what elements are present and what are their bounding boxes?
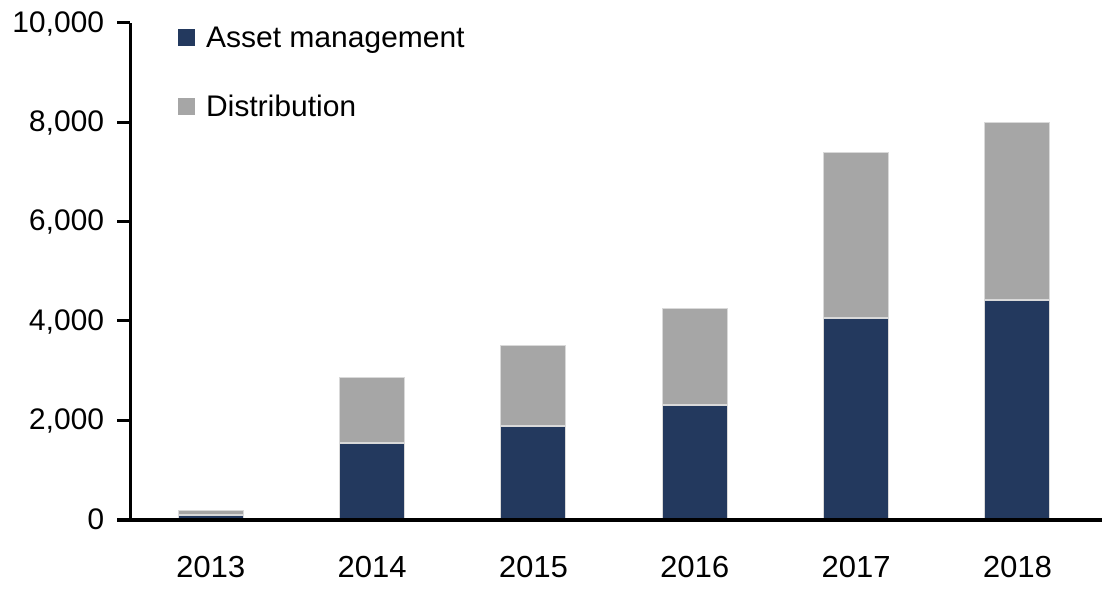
x-tick-label: 2013 bbox=[176, 549, 246, 584]
x-tick-label: 2017 bbox=[821, 549, 891, 584]
legend-swatch-distribution bbox=[178, 98, 195, 115]
legend-swatch-asset-management bbox=[178, 29, 195, 46]
x-tick-label: 2014 bbox=[337, 549, 407, 584]
y-tick-label: 4,000 bbox=[28, 303, 104, 337]
bar-segment-distribution bbox=[823, 151, 889, 319]
bar-segment-asset-management bbox=[661, 405, 728, 520]
bar-segment-asset-management bbox=[339, 443, 405, 520]
bar-segment-distribution bbox=[984, 122, 1051, 301]
y-tick-label: 8,000 bbox=[28, 105, 104, 139]
x-tick-label: 2015 bbox=[498, 549, 568, 584]
y-axis-line bbox=[129, 22, 132, 522]
x-tick-label: 2018 bbox=[982, 549, 1052, 584]
bar-segment-asset-management bbox=[823, 318, 889, 520]
bar-segment-asset-management bbox=[984, 300, 1051, 520]
y-tick-label: 2,000 bbox=[28, 403, 104, 437]
legend-label: Distribution bbox=[206, 89, 357, 123]
bar-segment-distribution bbox=[661, 308, 728, 406]
x-axis-line bbox=[117, 518, 1102, 522]
y-axis-tick bbox=[117, 219, 130, 223]
bar-segment-asset-management bbox=[500, 425, 567, 520]
bar-segment-distribution bbox=[500, 345, 567, 426]
y-tick-label: 0 bbox=[87, 502, 104, 536]
bar-segment-distribution bbox=[177, 509, 244, 516]
x-tick-label: 2016 bbox=[660, 549, 730, 584]
legend-label: Asset management bbox=[206, 20, 465, 54]
y-axis-tick bbox=[117, 418, 130, 422]
y-axis-tick bbox=[117, 21, 130, 25]
y-tick-label: 10,000 bbox=[12, 5, 104, 39]
y-axis-tick bbox=[117, 319, 130, 323]
bar-segment-distribution bbox=[339, 376, 405, 443]
y-tick-label: 6,000 bbox=[28, 204, 104, 238]
y-axis-tick bbox=[117, 120, 130, 124]
